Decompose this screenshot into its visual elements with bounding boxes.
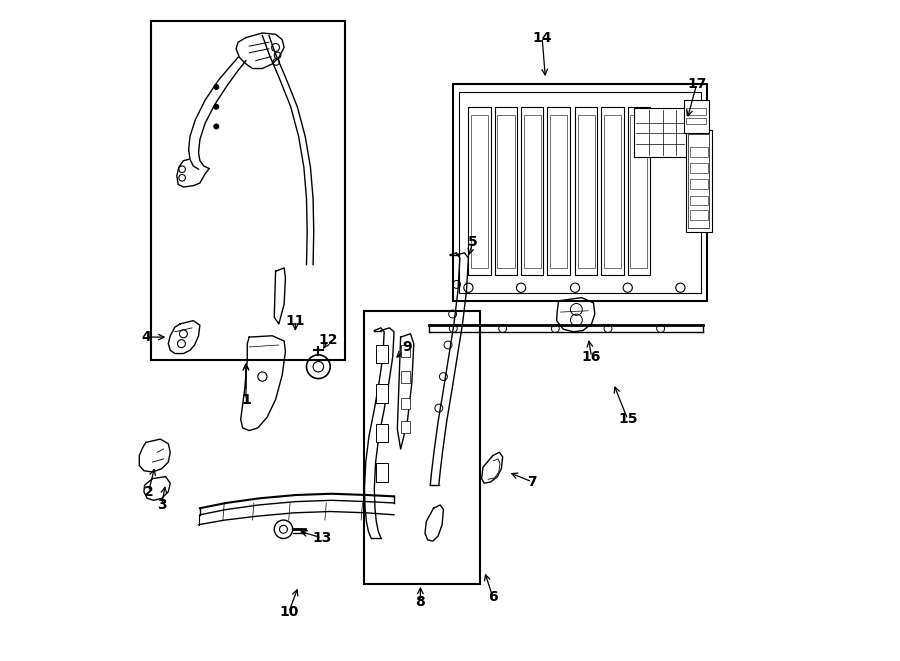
Bar bbox=[376, 424, 388, 442]
Bar bbox=[627, 106, 650, 274]
Text: 7: 7 bbox=[527, 475, 537, 489]
Text: 1: 1 bbox=[241, 393, 251, 407]
Circle shape bbox=[213, 124, 219, 129]
Text: 17: 17 bbox=[687, 77, 707, 91]
Bar bbox=[376, 463, 388, 482]
Bar bbox=[521, 106, 544, 274]
Text: 16: 16 bbox=[581, 350, 601, 364]
Text: 8: 8 bbox=[416, 595, 426, 609]
Bar bbox=[630, 114, 647, 268]
Text: 12: 12 bbox=[319, 333, 338, 348]
Bar bbox=[364, 311, 480, 584]
Bar bbox=[400, 345, 410, 357]
Text: 10: 10 bbox=[279, 605, 299, 619]
Bar bbox=[498, 114, 515, 268]
Bar bbox=[550, 114, 567, 268]
Bar bbox=[547, 106, 570, 274]
Bar bbox=[495, 106, 518, 274]
Bar bbox=[604, 114, 621, 268]
Bar bbox=[524, 114, 541, 268]
Bar bbox=[686, 130, 712, 232]
Bar bbox=[689, 210, 708, 220]
Bar bbox=[575, 106, 598, 274]
Bar bbox=[689, 179, 708, 189]
Bar bbox=[471, 114, 488, 268]
Bar bbox=[687, 108, 706, 114]
Bar bbox=[578, 114, 595, 268]
Text: 1: 1 bbox=[241, 393, 251, 407]
Bar bbox=[459, 93, 701, 293]
Bar bbox=[468, 106, 490, 274]
Circle shape bbox=[213, 85, 219, 90]
Bar bbox=[150, 21, 345, 360]
Bar bbox=[376, 385, 388, 403]
Bar bbox=[400, 398, 410, 409]
Bar bbox=[689, 196, 708, 206]
Circle shape bbox=[213, 104, 219, 109]
Text: 13: 13 bbox=[312, 531, 331, 545]
Text: 15: 15 bbox=[618, 412, 637, 426]
Text: 4: 4 bbox=[141, 330, 151, 344]
Bar bbox=[400, 420, 410, 432]
Text: 2: 2 bbox=[144, 485, 153, 499]
Bar bbox=[454, 84, 706, 301]
Bar bbox=[601, 106, 624, 274]
Text: 3: 3 bbox=[157, 498, 166, 512]
Bar bbox=[634, 108, 687, 157]
Bar bbox=[688, 134, 709, 228]
Bar bbox=[684, 100, 708, 133]
Bar bbox=[400, 371, 410, 383]
Bar bbox=[376, 345, 388, 364]
Text: 14: 14 bbox=[533, 30, 552, 44]
Text: 11: 11 bbox=[285, 313, 305, 328]
Text: 9: 9 bbox=[402, 340, 412, 354]
Bar bbox=[689, 163, 708, 173]
Text: 6: 6 bbox=[488, 590, 498, 604]
Bar bbox=[689, 147, 708, 157]
Bar bbox=[687, 118, 706, 124]
Text: 5: 5 bbox=[468, 235, 478, 249]
